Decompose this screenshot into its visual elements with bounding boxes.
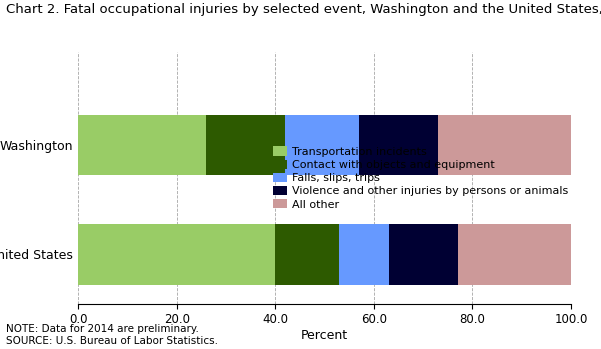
- Bar: [340, 224, 389, 284]
- Text: Chart 2. Fatal occupational injuries by selected event, Washington and the Unite: Chart 2. Fatal occupational injuries by …: [6, 3, 601, 16]
- X-axis label: Percent: Percent: [301, 329, 348, 342]
- Bar: [206, 115, 285, 175]
- Bar: [389, 224, 457, 284]
- Bar: [359, 115, 438, 175]
- Bar: [78, 115, 206, 175]
- Bar: [275, 224, 340, 284]
- Bar: [438, 115, 571, 175]
- Bar: [78, 224, 275, 284]
- Bar: [285, 115, 359, 175]
- Text: NOTE: Data for 2014 are preliminary.
SOURCE: U.S. Bureau of Labor Statistics.: NOTE: Data for 2014 are preliminary. SOU…: [6, 324, 218, 346]
- Legend: Transportation incidents, Contact with objects and equipment, Falls, slips, trip: Transportation incidents, Contact with o…: [271, 144, 570, 212]
- Bar: [457, 224, 571, 284]
